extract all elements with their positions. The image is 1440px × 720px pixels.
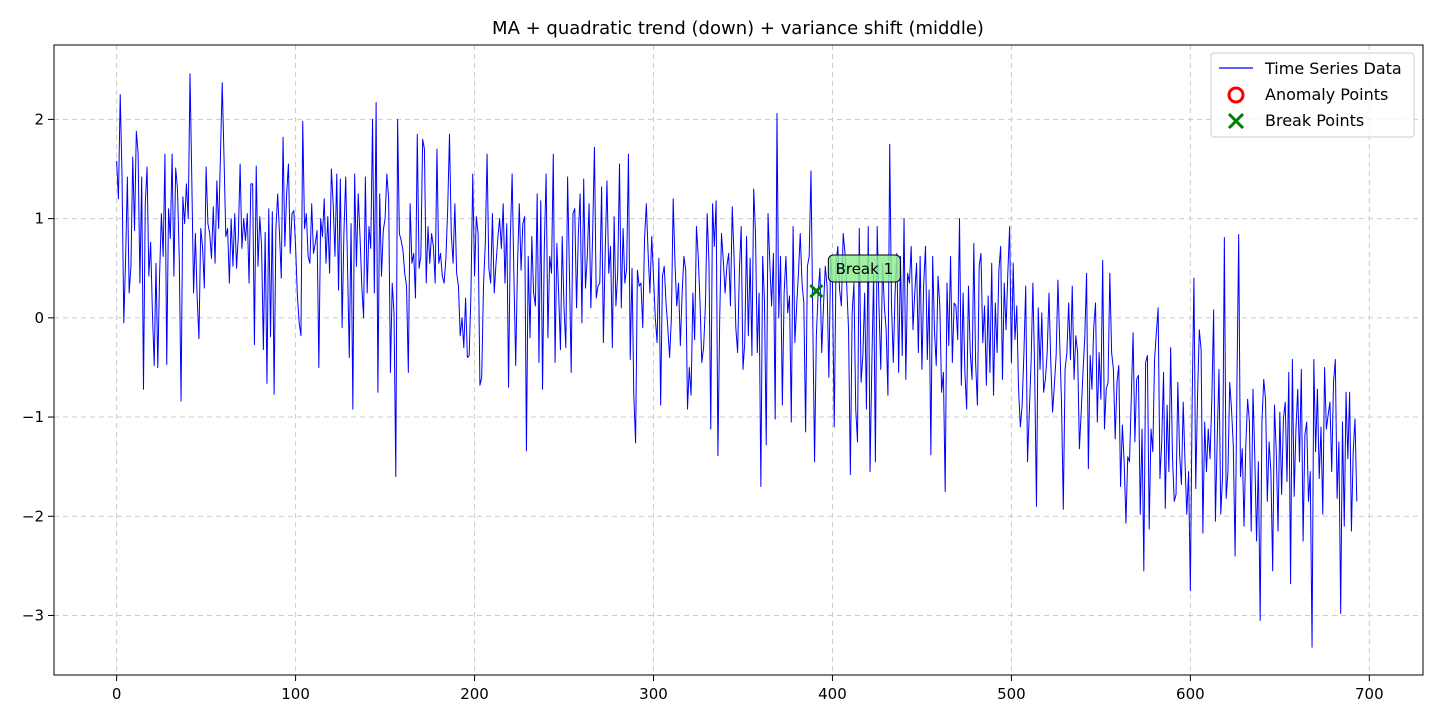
- legend-box: [1210, 52, 1415, 138]
- break-label-box: [827, 254, 901, 283]
- legend-anomaly-marker: [1227, 86, 1245, 104]
- series-layer: [116, 73, 1358, 648]
- y-tick-label: 0: [34, 309, 44, 327]
- x-tick-label: 500: [997, 685, 1026, 703]
- legend-label-anomaly: Anomaly Points: [1265, 85, 1388, 104]
- legend-label-series: Time Series Data: [1264, 59, 1402, 78]
- x-tick-label: 300: [639, 685, 668, 703]
- x-tick-label: 100: [281, 685, 310, 703]
- x-axis-ticks: 0 100 200 300 400 500 600 700: [112, 675, 1384, 703]
- series-line-time-series-data: [116, 73, 1358, 648]
- grid: [54, 45, 1423, 675]
- y-tick-label: 2: [34, 110, 44, 128]
- plot-frame: [53, 44, 1424, 676]
- break-point-marker: [809, 283, 824, 299]
- legend-break-marker: [1227, 112, 1245, 130]
- legend-label-break: Break Points: [1265, 111, 1364, 130]
- x-tick-label: 600: [1176, 685, 1205, 703]
- legend: Time Series Data Anomaly Points Break Po…: [1210, 52, 1415, 138]
- x-tick-label: 700: [1355, 685, 1384, 703]
- y-tick-label: −1: [22, 408, 44, 426]
- y-tick-label: 1: [34, 210, 44, 228]
- chart-title: MA + quadratic trend (down) + variance s…: [492, 18, 984, 39]
- y-axis-ticks: −3 −2 −1 0 1 2: [22, 110, 54, 624]
- break-points-layer: Break 1: [809, 254, 901, 299]
- x-tick-label: 200: [460, 685, 489, 703]
- break-label: Break 1: [827, 254, 901, 283]
- y-tick-label: −3: [22, 606, 44, 624]
- x-tick-label: 400: [818, 685, 847, 703]
- break-label-text: Break 1: [836, 260, 894, 278]
- y-tick-label: −2: [22, 507, 44, 525]
- x-tick-label: 0: [112, 685, 122, 703]
